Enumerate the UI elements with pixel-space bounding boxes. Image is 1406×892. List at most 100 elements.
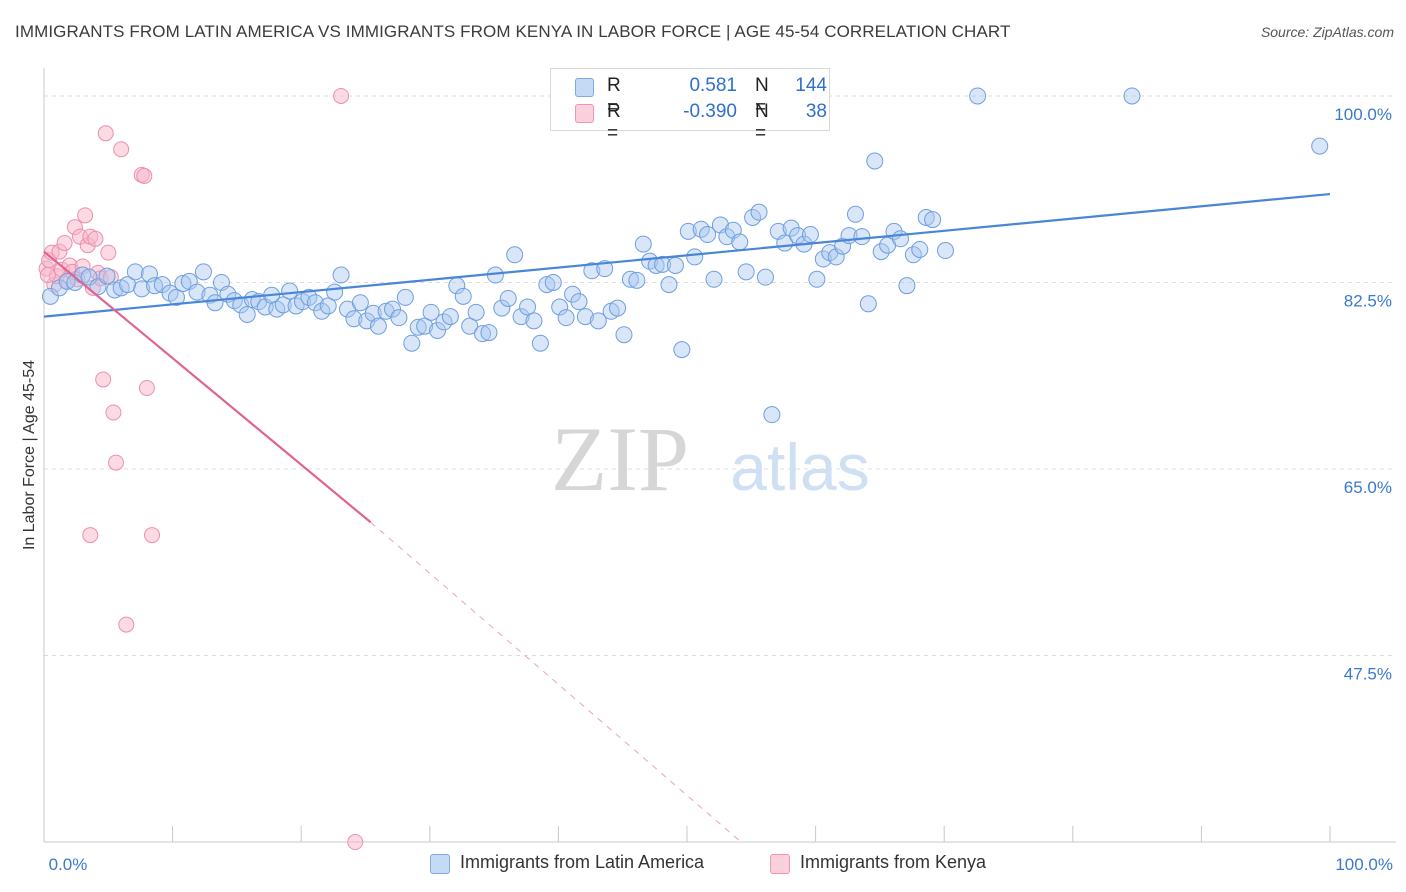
latin-america-point	[403, 334, 421, 352]
kenya-swatch	[575, 104, 594, 123]
latin-america-point	[345, 310, 363, 328]
latin-america-point	[174, 275, 192, 293]
n-value: 38	[805, 101, 827, 122]
latin-america-point	[422, 303, 440, 321]
latin-america-point	[756, 268, 774, 286]
latin-america-swatch	[575, 78, 594, 97]
latin-america-point	[660, 276, 678, 294]
latin-america-point	[369, 317, 387, 335]
latin-america-point	[917, 208, 935, 226]
latin-america-point	[429, 321, 447, 339]
latin-america-point	[1311, 137, 1329, 155]
tick-labels: 100.0% 82.5% 65.0% 47.5% 0.0% 100.0%	[49, 105, 1393, 874]
r-value: -0.390	[683, 101, 737, 122]
latin-america-point	[615, 326, 633, 344]
kenya-point	[97, 125, 114, 142]
latin-america-point	[167, 288, 185, 306]
legend-label: Immigrants from Kenya	[800, 852, 987, 872]
kenya-legend-swatch	[770, 854, 790, 874]
kenya-point	[87, 230, 104, 247]
axes	[43, 68, 1396, 843]
latin-america-point	[396, 288, 414, 306]
latin-america-point	[384, 300, 402, 318]
latin-america-point	[461, 317, 479, 335]
latin-america-point	[576, 308, 594, 326]
trend-lines	[43, 192, 1331, 843]
latin-america-point	[570, 293, 588, 311]
latin-america-point	[531, 334, 549, 352]
kenya-point	[118, 616, 135, 633]
kenya-point	[74, 258, 91, 275]
kenya-point	[105, 404, 122, 421]
stats-legend: R = 0.581 N = 144 R = -0.390 N = 38	[550, 68, 830, 144]
latin-america-point	[686, 248, 704, 266]
kenya-point	[144, 527, 161, 544]
latin-america-point	[589, 312, 607, 330]
kenya-point	[56, 235, 73, 252]
latin-america-point	[628, 271, 646, 289]
watermark-zip: ZIP	[551, 408, 689, 510]
kenya-point	[108, 454, 125, 471]
latin-america-point	[480, 324, 498, 342]
kenya-point	[136, 167, 153, 184]
latin-america-point	[911, 240, 929, 258]
latin-america-point	[924, 211, 942, 229]
latin-america-point	[679, 222, 697, 240]
latin-america-point	[731, 233, 749, 251]
latin-america-legend-swatch	[430, 854, 450, 874]
latin-america-point	[441, 308, 459, 326]
latin-america-point	[853, 228, 871, 246]
x-tick-label: 0.0%	[49, 855, 88, 874]
latin-america-point	[332, 266, 350, 284]
latin-america-point	[705, 270, 723, 288]
kenya-point	[347, 834, 364, 850]
latin-america-point	[634, 235, 652, 253]
latin-america-point	[238, 305, 256, 323]
gridlines	[44, 95, 1396, 656]
legend-label: Immigrants from Latin America	[460, 852, 705, 872]
latin-america-point	[666, 256, 684, 274]
latin-america-point	[98, 267, 116, 285]
latin-america-point	[808, 270, 826, 288]
latin-america-point	[763, 406, 781, 424]
y-tick-label: 47.5%	[1344, 664, 1392, 683]
latin-america-point	[1123, 87, 1141, 105]
latin-america-point	[194, 263, 212, 281]
latin-america-point	[126, 263, 144, 281]
latin-america-point	[512, 308, 530, 326]
latin-america-point	[750, 203, 768, 221]
latin-america-point	[814, 250, 832, 268]
latin-america-point	[898, 277, 916, 295]
latin-america-point	[41, 287, 59, 305]
chart-title: IMMIGRANTS FROM LATIN AMERICA VS IMMIGRA…	[15, 22, 1011, 41]
kenya-point	[100, 244, 117, 261]
latin-america-point	[454, 287, 472, 305]
latin-america-point	[827, 248, 845, 266]
latin-america-point	[364, 304, 382, 322]
latin-america-point	[699, 226, 717, 244]
kenya-point	[39, 267, 56, 284]
r-value: 0.581	[689, 75, 737, 96]
latin-america-point	[609, 299, 627, 317]
latin-america-point	[621, 270, 639, 288]
kenya-trend-line	[43, 250, 372, 524]
latin-america-point	[544, 273, 562, 291]
latin-america-point	[416, 317, 434, 335]
n-label: N =	[755, 75, 769, 118]
n-label: N =	[755, 101, 769, 144]
latin-america-point	[936, 242, 954, 260]
latin-america-point	[390, 309, 408, 327]
latin-america-point	[538, 276, 556, 294]
latin-america-point	[969, 87, 987, 105]
source-label: Source: ZipAtlas.com	[1260, 24, 1394, 40]
latin-america-point	[583, 262, 601, 280]
y-tick-label: 65.0%	[1344, 478, 1392, 497]
y-tick-label: 100.0%	[1334, 105, 1392, 124]
x-tick-label: 100.0%	[1335, 855, 1393, 874]
r-label: R =	[607, 75, 621, 118]
latin-america-trend-line	[43, 192, 1331, 318]
latin-america-point	[206, 294, 224, 312]
latin-america-point	[326, 283, 344, 301]
kenya-point	[333, 87, 350, 104]
